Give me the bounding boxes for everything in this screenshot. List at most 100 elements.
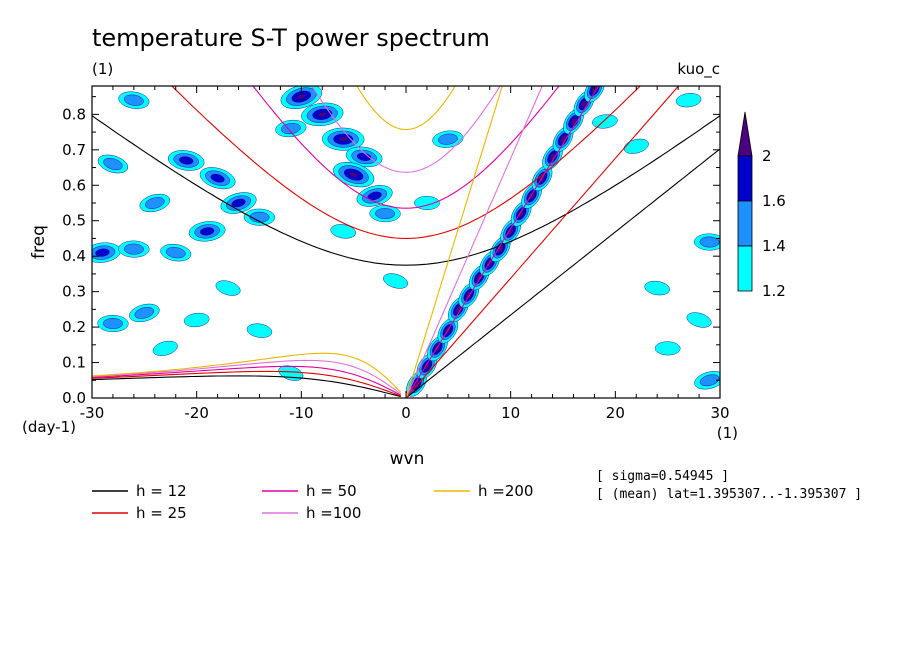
x-tick-label: 0 [401,404,411,422]
ridge-level-3 [507,227,514,236]
y-tick-label: 0.6 [62,176,86,194]
legend-label-200: h =200 [478,482,533,500]
x-tick-label: 30 [710,404,729,422]
colorbar-label: 1.2 [762,282,786,300]
contour-blob-23 [246,323,273,338]
dispersion-ross-50 [92,365,402,396]
contour-level-0 [592,114,618,129]
contour-blob-18 [160,243,192,262]
colorbar-segment-1 [737,200,753,247]
contour-blob-31 [675,93,702,108]
contour-level-1 [123,94,144,106]
y-tick-label: 0.4 [62,247,86,265]
contour-blob-0 [280,86,323,109]
contour-level-0 [644,280,670,296]
x-tick-label: 10 [501,404,520,422]
contour-blob-8 [167,150,205,171]
dispersion-ross-200 [92,352,402,393]
colorbar-segment-2 [737,155,753,202]
contour-blob-7 [369,205,401,223]
contour-level-0 [654,341,681,356]
contour-level-0 [623,138,649,154]
contour-level-0 [330,224,356,239]
dispersion-ig-100 [311,86,501,173]
contour-blob-4 [333,162,375,188]
plot-frame [91,85,721,399]
contour-blob-25 [152,340,178,356]
dispersion-ig-25 [171,86,641,239]
contour-level-1 [699,236,720,248]
dispersion-ig-200 [356,86,456,131]
x-axis-label: wvn [390,449,425,469]
contour-blob-13 [118,91,150,109]
dispersion-12 [92,115,720,398]
contour-blob-9 [199,167,236,190]
dispersion-ig-50 [252,86,560,209]
y-axis-label: freq [29,225,49,259]
plot-area: -30 -20 -10 0 10 20 30 0.00.10.20.30.40.50.60.… [62,85,730,422]
dispersion-ross-25 [92,370,401,397]
dispersion-kelvin-200 [405,86,503,398]
contour-level-0 [183,312,210,328]
contour-blob-16 [92,242,121,263]
contour-level-2 [210,173,225,183]
contour-level-0 [215,280,241,296]
contour-level-0 [675,93,702,108]
contour-blob-5 [356,185,393,207]
contour-blob-11 [188,221,226,242]
contour-level-0 [246,323,273,338]
contour-level-2 [231,198,246,208]
y-tick-label: 0.1 [62,354,86,372]
contour-level-3 [349,171,358,178]
sigma-info: [ sigma=0.54945 ] [596,469,729,484]
contour-level-2 [179,156,194,165]
mean-lat-info: [ (mean) lat=1.395307..-1.395307 ] [596,487,862,502]
contour-level-0 [414,196,440,210]
colorbar-segment-0 [737,245,753,292]
ridge-level-3 [423,362,431,370]
contour-blob-17 [118,240,150,258]
dispersion-kelvin-50 [405,86,600,398]
legend-label-50: h = 50 [306,482,357,500]
contour-level-3 [317,111,327,117]
x-tick-label: -20 [184,404,209,422]
contour-level-1 [165,247,186,259]
dispersion-kelvin-25 [405,86,680,398]
legend: h = 12 h = 25 h = 50 h =100 h =200 [92,482,533,522]
colorbar: 2 1.6 1.4 1.2 [737,111,786,300]
ridge-level-3 [413,379,420,388]
contour-level-0 [383,273,408,289]
contour-level-1 [249,211,270,223]
contour-level-3 [338,136,348,142]
legend-label-12: h = 12 [136,482,187,500]
x-axis: -30 -20 -10 0 10 20 30 [80,86,730,422]
contour-level-3 [297,94,306,100]
contour-level-0 [686,312,712,328]
contour-blob-33 [644,280,670,296]
y-tick-label: 0.8 [62,105,86,123]
contour-level-1 [437,133,458,145]
contour-level-1 [134,307,155,319]
subtitle-unit: (1) [92,60,113,78]
contour-level-1 [102,318,123,329]
contour-blob-10 [220,192,257,214]
colorbar-arrow [737,111,753,157]
contour-blob-6 [275,119,307,138]
contour-level-1 [123,243,144,255]
x-tick-label: 20 [606,404,625,422]
power-contours [92,86,720,390]
contour-level-2 [95,248,110,257]
contour-blob-14 [97,154,129,174]
contour-blob-26 [432,130,464,148]
contour-blob-21 [183,312,210,328]
chart-title: temperature S-T power spectrum [92,24,490,52]
y-axis-unit: (day-1) [22,418,76,436]
dispersion-kelvin-100 [405,86,543,398]
ridge-level-3 [517,209,525,218]
contour-blob-1 [301,102,344,127]
contour-blob-19 [215,280,241,296]
contour-level-0 [152,340,178,356]
contour-level-1 [375,208,396,220]
x-tick-label: -30 [80,404,105,422]
